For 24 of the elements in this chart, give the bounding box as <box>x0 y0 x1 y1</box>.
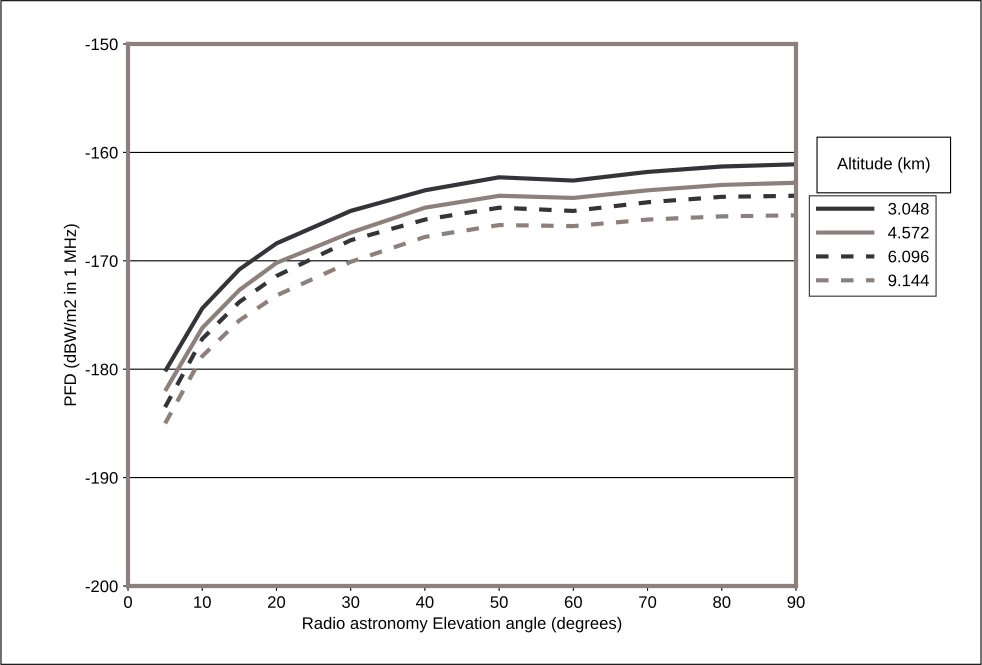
y-tick-label: -180 <box>86 364 118 376</box>
y-tick-label: -200 <box>86 580 118 592</box>
line-series <box>163 162 796 374</box>
x-tick-label: 10 <box>194 596 211 608</box>
legend-label: 6.096 <box>888 250 929 262</box>
x-tick-label: 30 <box>342 596 360 608</box>
x-tick-label: 40 <box>416 596 434 608</box>
y-tick-label: -190 <box>86 472 118 484</box>
x-tick-label: 50 <box>490 596 508 608</box>
y-tick-label: -160 <box>86 146 118 159</box>
x-tick-label: 80 <box>713 596 730 608</box>
x-tick-label: 20 <box>268 596 286 608</box>
legend-label: 3.048 <box>888 202 929 215</box>
x-tick-label: 0 <box>124 596 132 608</box>
y-tick-label: -170 <box>86 255 118 268</box>
x-tick-label: 70 <box>639 596 656 608</box>
y-axis-title: PFD (dBW/m2 in 1 MHz) <box>64 224 80 406</box>
legend-label: 9.144 <box>888 274 929 286</box>
x-axis-title: Radio astronomy Elevation angle (degrees) <box>303 616 622 632</box>
x-tick-label: 90 <box>788 596 805 608</box>
x-tick-label: 60 <box>564 596 582 608</box>
y-tick-label: -150 <box>86 38 118 50</box>
legend-label: 4.572 <box>888 226 929 239</box>
legend-title: Altitude (km) <box>837 157 930 173</box>
